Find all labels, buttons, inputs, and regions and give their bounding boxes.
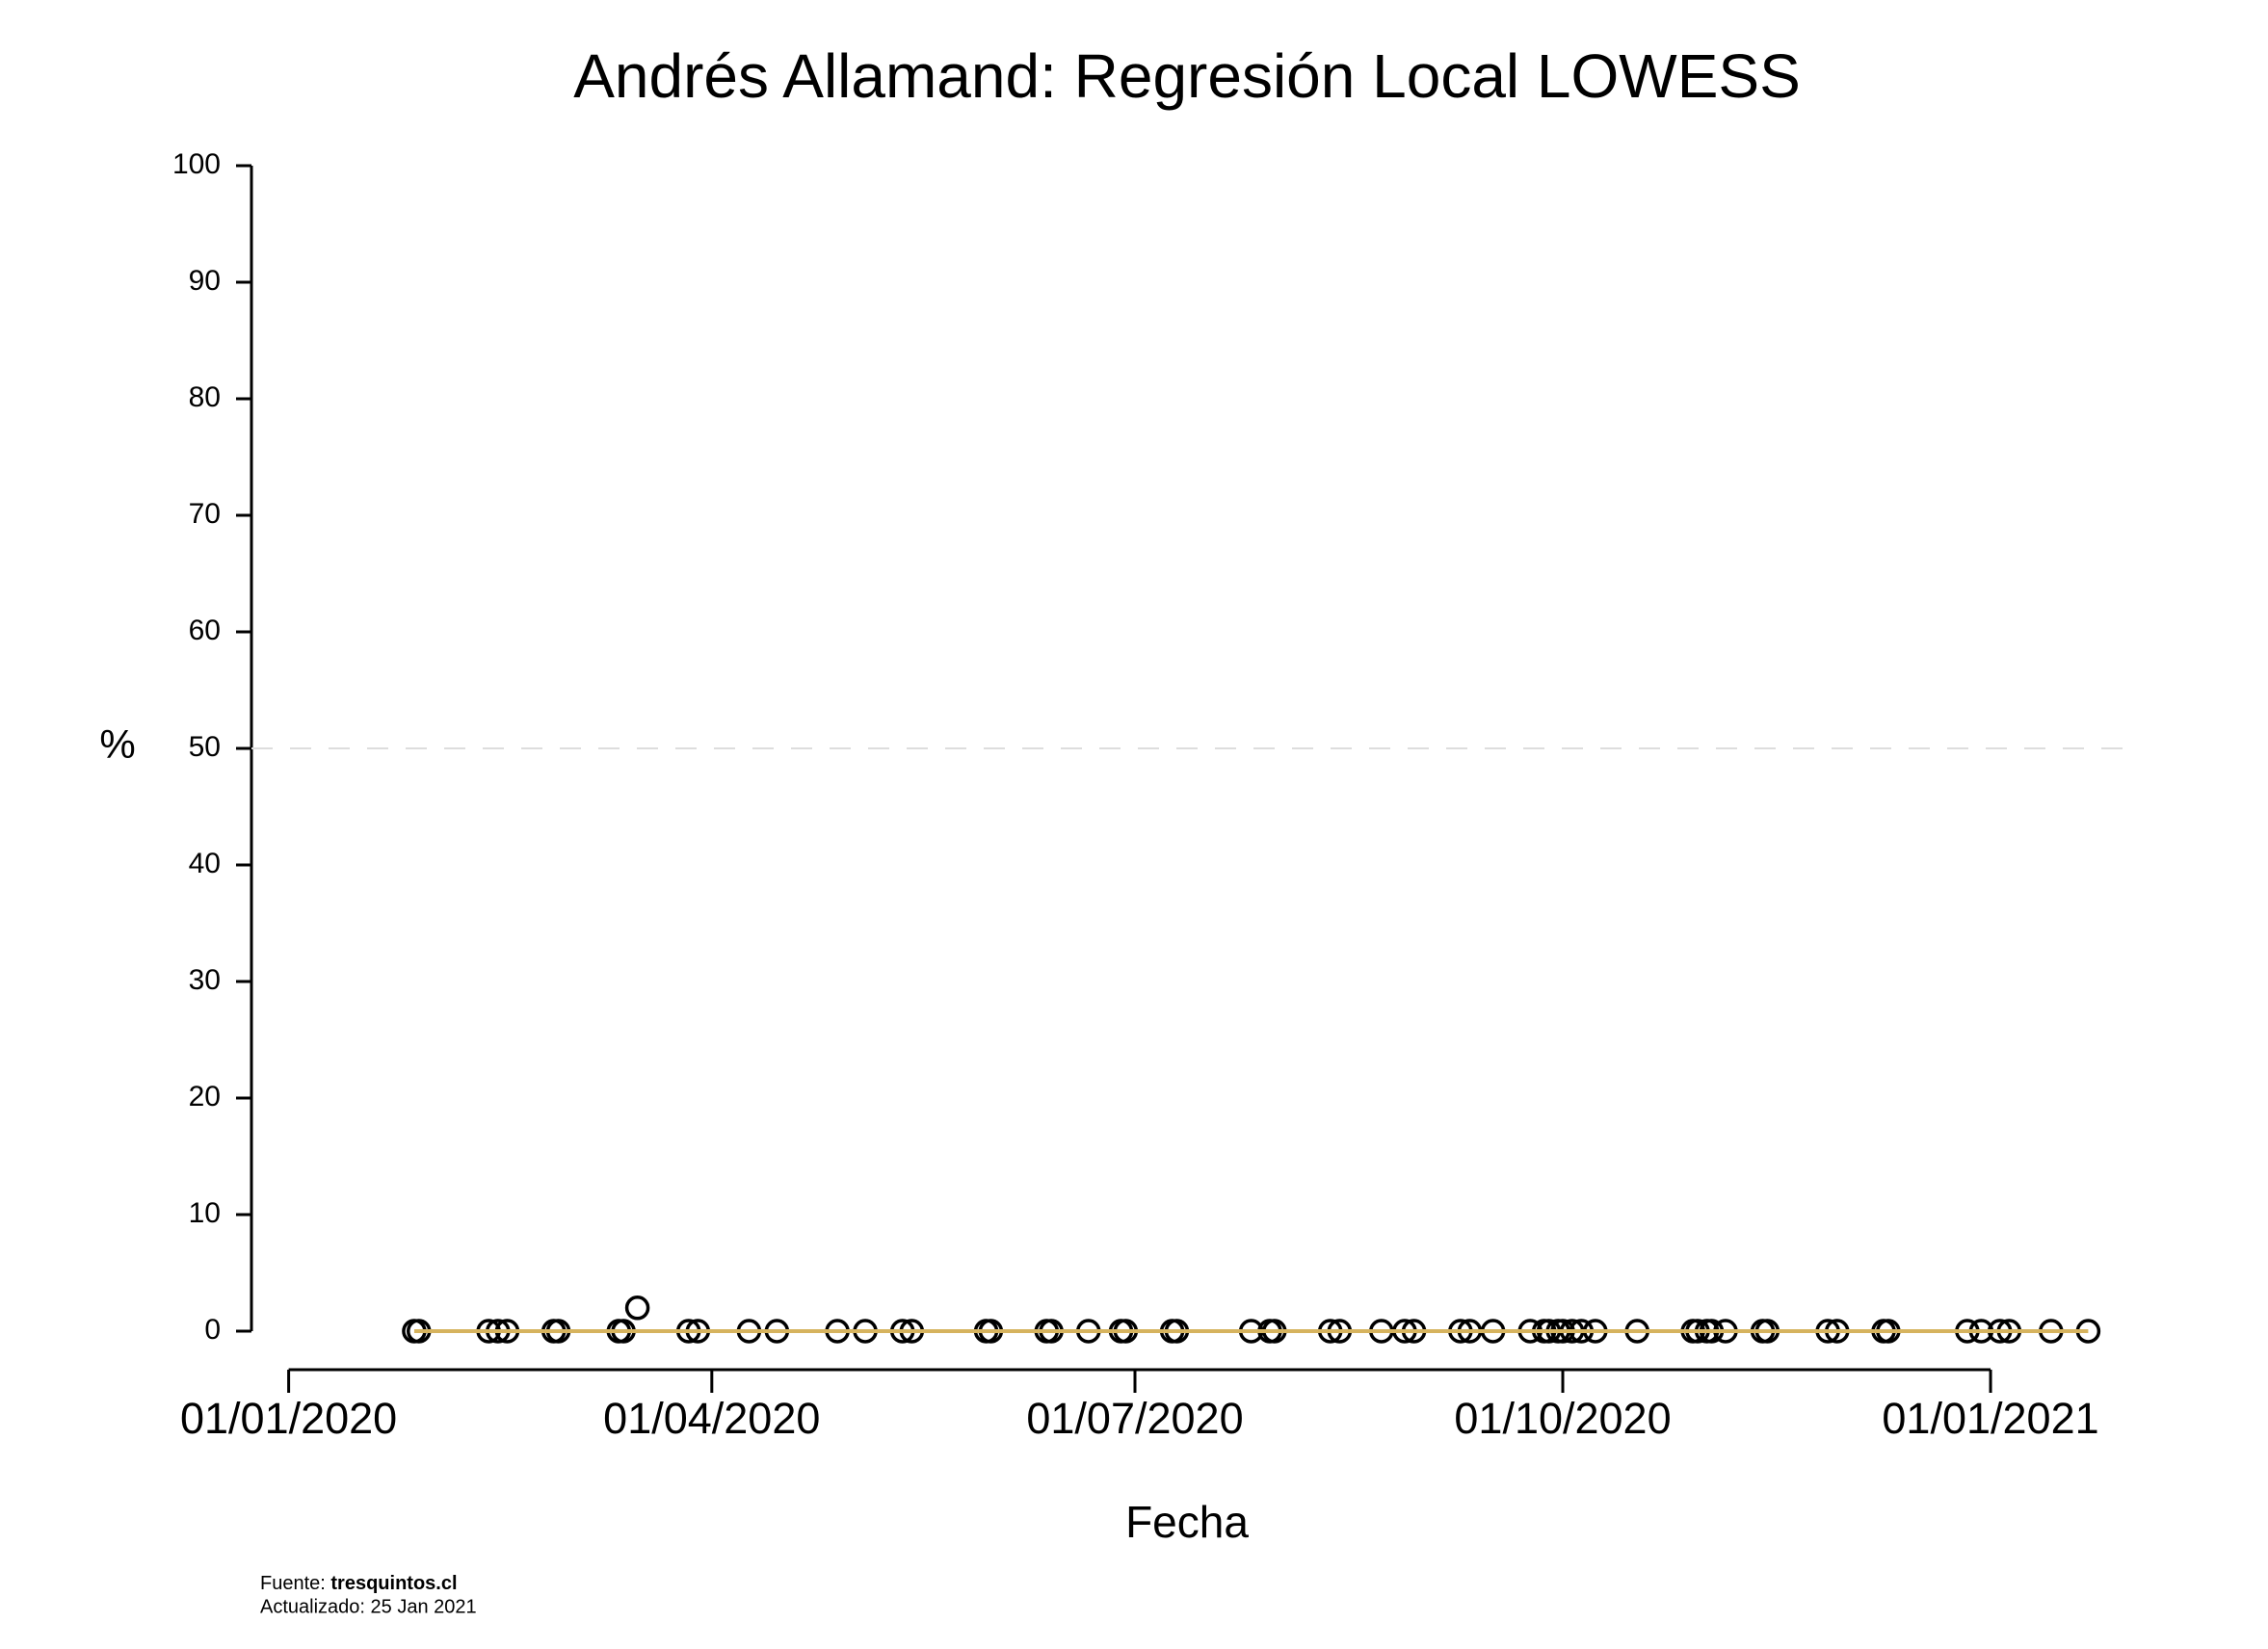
source: tresquintos.cl [330, 1573, 457, 1594]
x-axis-label: Fecha [1125, 1497, 1249, 1547]
x-tick-label: 01/01/2021 [1882, 1394, 2098, 1443]
chart-title: Andrés Allamand: Regresión Local LOWESS [573, 41, 1801, 111]
x-tick-label: 01/01/2020 [180, 1394, 397, 1443]
y-tick-label: 20 [189, 1081, 221, 1112]
x-tick-label: 01/07/2020 [1026, 1394, 1243, 1443]
x-tick-label: 01/04/2020 [603, 1394, 820, 1443]
x-tick-label: 01/10/2020 [1454, 1394, 1671, 1443]
y-tick-label: 10 [189, 1197, 221, 1229]
y-tick-label: 80 [189, 381, 221, 413]
y-tick-label: 100 [172, 148, 221, 180]
y-tick-label: 50 [189, 731, 221, 763]
y-tick-label: 40 [189, 848, 221, 879]
y-tick-label: 70 [189, 498, 221, 530]
y-tick-label: 90 [189, 265, 221, 297]
footer-updated: Actualizado: 25 Jan 2021 [260, 1596, 477, 1617]
source-label: Fuente: [260, 1573, 326, 1594]
y-tick-label: 0 [204, 1314, 221, 1346]
y-tick-label: 30 [189, 964, 221, 996]
y-tick-label: 60 [189, 615, 221, 646]
y-axis-label: % [99, 721, 135, 767]
point [624, 1296, 650, 1321]
footer-source: Fuente: tresquintos.cl [260, 1573, 458, 1594]
